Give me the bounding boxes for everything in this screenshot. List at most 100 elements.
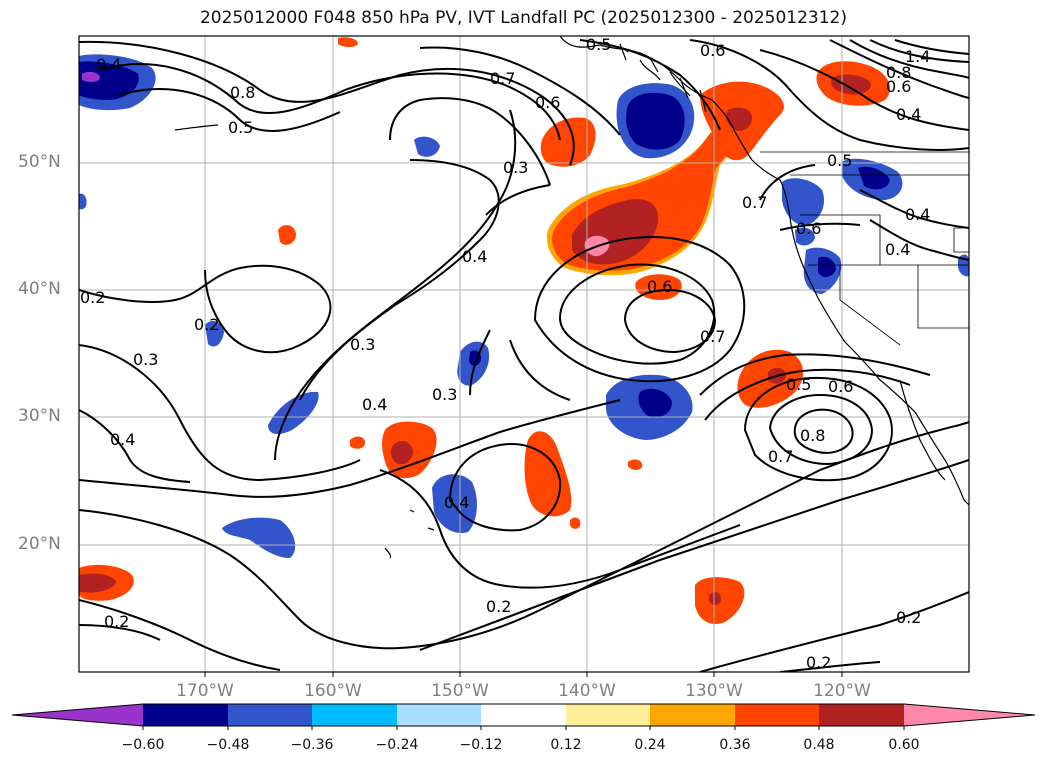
colorbar-segment	[312, 704, 397, 726]
fill-cold-nw-3	[82, 71, 100, 83]
lon-label-130w: 130°W	[685, 681, 743, 701]
lat-label-40n: 40°N	[18, 279, 61, 299]
colorbar-tick-label: −0.48	[206, 737, 250, 753]
fill-warm-small-3	[570, 517, 581, 529]
lon-label-120w: 120°W	[813, 681, 871, 701]
colorbar-segment	[228, 704, 312, 726]
contour-label-29: 0.2	[896, 608, 921, 627]
colorbar-tick-label: −0.60	[121, 737, 165, 753]
contour-label-12: 0.3	[432, 385, 457, 404]
contour-label-6: 0.3	[503, 158, 528, 177]
map-plot-area: 0.8 0.5 0.6 0.7 0.6 0.3 0.4 0.2 0.3 0.3 …	[79, 35, 969, 672]
fill-cold-oregon	[795, 227, 815, 246]
map-title: 2025012000 F048 850 hPa PV, IVT Landfall…	[199, 8, 847, 28]
fill-warm-small-2	[350, 436, 366, 449]
contour-label-25: 0.8	[800, 426, 825, 445]
gridlines	[79, 36, 969, 672]
contour-label-34: 0.2	[806, 653, 831, 672]
contour-label-14: 0.4	[110, 430, 135, 449]
contour-label-31: 0.6	[886, 77, 911, 96]
fill-warm-west-2	[79, 573, 116, 593]
contour-label-8: 0.2	[80, 288, 105, 307]
contour-label-23: 0.5	[786, 375, 811, 394]
pv-contours	[79, 39, 969, 672]
fill-warm-small-1	[278, 225, 296, 245]
fill-cold-pac-8	[79, 193, 87, 210]
colorbar-tick-label: 0.48	[803, 737, 835, 753]
contour-label-24: 0.6	[828, 377, 853, 396]
contour-label-10: 0.3	[350, 335, 375, 354]
colorbar-tick-label: 0.12	[550, 737, 582, 753]
fill-cold-pac-4	[268, 391, 319, 435]
colorbar-tick-label: −0.24	[375, 737, 419, 753]
contour-label-32: 1.4	[905, 47, 930, 66]
contour-label-18: 0.7	[742, 193, 767, 212]
fill-cold-washington	[782, 178, 825, 226]
lon-label-160w: 160°W	[304, 681, 362, 701]
cold-anomaly-fills	[79, 54, 969, 558]
colorbar-segment	[397, 704, 481, 726]
contour-labels: 0.8 0.5 0.6 0.7 0.6 0.3 0.4 0.2 0.3 0.3 …	[80, 35, 930, 672]
colorbar-tick-label: −0.36	[290, 737, 334, 753]
lon-label-150w: 150°W	[431, 681, 489, 701]
fill-warm-small-5	[338, 37, 358, 47]
colorbar-segment	[819, 704, 904, 726]
lon-label-170w: 170°W	[176, 681, 234, 701]
contour-label-20: 0.4	[885, 240, 910, 259]
contour-label-11: 0.4	[362, 395, 387, 414]
contour-label-9: 0.3	[133, 350, 158, 369]
lon-label-140w: 140°W	[558, 681, 616, 701]
fill-cold-nw-2	[79, 61, 139, 100]
colorbar-segment	[735, 704, 819, 726]
contour-label-21: 0.4	[905, 205, 930, 224]
contour-label-27: 0.2	[486, 597, 511, 616]
colorbar-segment	[143, 704, 228, 726]
contour-label-4: 0.7	[490, 69, 515, 88]
fill-warm-gulf	[540, 117, 596, 167]
contour-label-2: 0.5	[228, 118, 253, 137]
contour-label-26: 0.7	[768, 447, 793, 466]
contour-label-15: 0.4	[444, 493, 469, 512]
contour-label-16: 0.6	[647, 277, 672, 296]
contour-label-5: 0.6	[700, 41, 725, 60]
lat-label-20n: 20°N	[18, 534, 61, 554]
fill-warm-ne-2	[830, 74, 871, 95]
fill-warm-hi-ne-2	[390, 440, 413, 465]
fill-cold-pac-5	[222, 517, 296, 558]
fill-warm-small-4	[628, 459, 643, 470]
fill-cold-gulf-2	[626, 92, 685, 150]
contour-label-17: 0.7	[700, 327, 725, 346]
fill-cold-idaho-2	[858, 166, 890, 190]
colorbar-segment	[566, 704, 650, 726]
fill-warm-bc-2	[725, 107, 752, 131]
contour-label-30: 0.4	[896, 105, 921, 124]
fill-warm-south-2	[709, 592, 722, 605]
contour-label-36: 0.4	[96, 55, 121, 74]
map-frame	[78, 35, 970, 673]
contour-label-7: 0.4	[462, 247, 487, 266]
fill-cold-pac-6	[414, 136, 440, 157]
colorbar-segment	[481, 704, 566, 726]
fill-cold-nv-2	[818, 256, 836, 278]
colorbar-segment	[650, 704, 735, 726]
contour-label-33: 0.8	[886, 63, 911, 82]
contour-label-19: 0.6	[796, 219, 821, 238]
fill-cold-pac-1b	[638, 388, 672, 418]
lon-ticks	[204, 672, 843, 677]
contour-label-3: 0.6	[535, 93, 560, 112]
colorbar-tick-label: −0.12	[459, 737, 503, 753]
fill-cold-pac-7	[205, 320, 224, 347]
colorbar-tick-label: 0.60	[888, 737, 920, 753]
colorbar-tick-label: 0.36	[719, 737, 751, 753]
lat-label-30n: 30°N	[18, 406, 61, 426]
contour-label-1: 0.8	[230, 83, 255, 102]
colorbar-extend-min	[12, 704, 143, 726]
contour-label-22: 0.5	[827, 151, 852, 170]
contour-label-28: 0.2	[104, 612, 129, 631]
contour-label-35: 0.5	[586, 35, 611, 54]
contour-label-13: 0.2	[194, 315, 219, 334]
colorbar-extend-max	[904, 704, 1035, 726]
lat-label-50n: 50°N	[18, 152, 61, 172]
colorbar	[11, 703, 1036, 730]
